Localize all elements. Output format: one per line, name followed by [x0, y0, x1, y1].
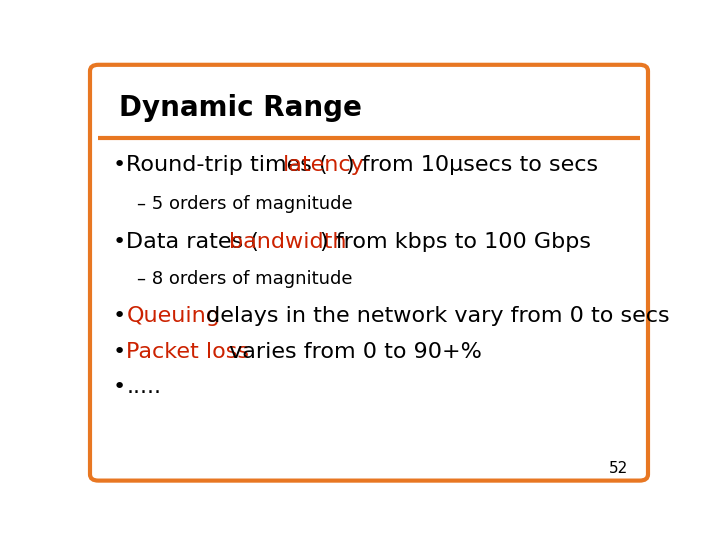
Text: latency: latency [282, 154, 364, 174]
FancyBboxPatch shape [90, 65, 648, 481]
Text: •: • [112, 306, 125, 326]
Text: varies from 0 to 90+%: varies from 0 to 90+% [222, 342, 482, 362]
Text: ) from 10μsecs to secs: ) from 10μsecs to secs [346, 154, 598, 174]
Text: •: • [112, 377, 125, 397]
Text: •: • [112, 154, 125, 174]
Text: – 5 orders of magnitude: – 5 orders of magnitude [138, 195, 353, 213]
Text: 52: 52 [609, 461, 629, 476]
Text: •: • [112, 232, 125, 252]
Text: delays in the network vary from 0 to secs: delays in the network vary from 0 to sec… [199, 306, 670, 326]
Text: – 8 orders of magnitude: – 8 orders of magnitude [138, 270, 353, 288]
Text: Round-trip times (: Round-trip times ( [126, 154, 328, 174]
Text: Dynamic Range: Dynamic Range [119, 94, 362, 123]
Text: Packet loss: Packet loss [126, 342, 249, 362]
Text: Queuing: Queuing [126, 306, 220, 326]
Text: .....: ..... [126, 377, 161, 397]
Text: •: • [112, 342, 125, 362]
Text: ) from kbps to 100 Gbps: ) from kbps to 100 Gbps [320, 232, 591, 252]
Text: bandwidth: bandwidth [229, 232, 347, 252]
Text: Data rates (: Data rates ( [126, 232, 259, 252]
